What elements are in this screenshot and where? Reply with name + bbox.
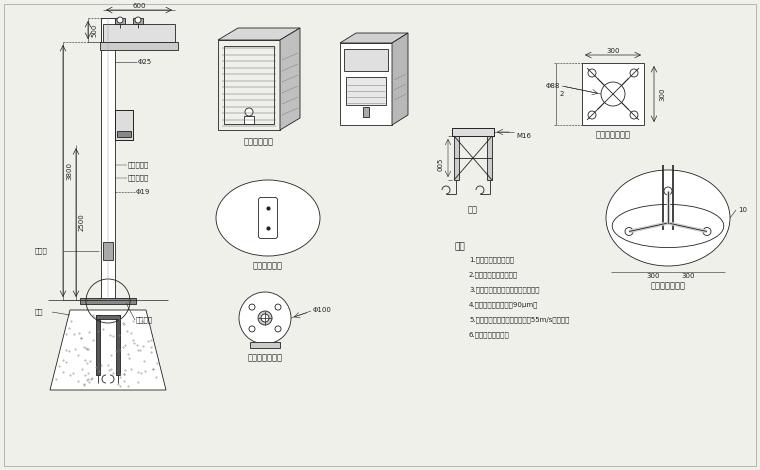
Circle shape (258, 311, 272, 325)
Polygon shape (218, 28, 300, 40)
Bar (100, 42, 178, 50)
Bar (115, 18, 125, 24)
Circle shape (261, 314, 269, 322)
Bar (454, 136, 459, 180)
Text: 300: 300 (646, 273, 660, 279)
Circle shape (630, 111, 638, 119)
Text: 5.立杆、托管和其它部件应能抗55m/s的风速。: 5.立杆、托管和其它部件应能抗55m/s的风速。 (469, 316, 569, 322)
Text: 500: 500 (91, 24, 97, 37)
Circle shape (249, 326, 255, 332)
Bar (117, 131, 131, 137)
Bar (101, 18, 115, 42)
Text: 说明: 说明 (455, 242, 466, 251)
Text: 005: 005 (438, 157, 444, 171)
Circle shape (275, 326, 281, 332)
Text: 维修孔放大图: 维修孔放大图 (253, 261, 283, 271)
Polygon shape (392, 33, 408, 125)
Text: 1.主干为国标僵锶管。: 1.主干为国标僵锶管。 (469, 256, 514, 263)
Text: 4.钙管镇锁锶层厉护为90μm。: 4.钙管镇锁锶层厉护为90μm。 (469, 301, 538, 307)
Bar (487, 136, 492, 180)
Text: 3.喂漆后不再进行任何加工和焊接。: 3.喂漆后不再进行任何加工和焊接。 (469, 286, 540, 293)
Circle shape (117, 17, 123, 23)
Text: 桩机法兰放大图: 桩机法兰放大图 (248, 353, 283, 362)
Bar (218, 40, 280, 130)
Text: Φ88: Φ88 (546, 83, 560, 89)
Bar (363, 107, 369, 117)
Text: 底座法兰放大图: 底座法兰放大图 (651, 282, 686, 290)
Circle shape (249, 304, 255, 310)
Text: 检修孔: 检修孔 (35, 248, 48, 254)
Circle shape (703, 227, 711, 235)
Bar (452, 128, 494, 136)
Text: 300: 300 (681, 273, 695, 279)
Text: 2500: 2500 (79, 214, 85, 232)
Bar (224, 46, 274, 124)
Bar (344, 49, 388, 71)
Text: 地笼: 地笼 (468, 205, 478, 214)
Circle shape (625, 227, 633, 235)
Text: 下层辅杆色: 下层辅杆色 (128, 175, 149, 181)
Text: 底座法兰: 底座法兰 (136, 317, 153, 323)
Bar (103, 24, 175, 42)
Circle shape (275, 304, 281, 310)
Text: 防水箱放大图: 防水箱放大图 (244, 138, 274, 147)
Polygon shape (340, 33, 408, 43)
Text: 600: 600 (132, 3, 146, 9)
Text: 底座法兰正视图: 底座法兰正视图 (596, 131, 631, 140)
Bar (582, 63, 644, 125)
Bar (452, 128, 494, 136)
Text: 3800: 3800 (66, 162, 72, 180)
Polygon shape (280, 28, 300, 130)
Circle shape (239, 292, 291, 344)
Text: 10: 10 (738, 207, 747, 213)
Bar (115, 110, 133, 140)
Text: 300: 300 (659, 87, 665, 101)
FancyBboxPatch shape (258, 197, 277, 238)
Text: 地笼: 地笼 (35, 309, 43, 315)
Circle shape (135, 17, 141, 23)
Circle shape (630, 69, 638, 77)
Text: 2.上下法兰加强箋连接。: 2.上下法兰加强箋连接。 (469, 271, 518, 278)
Ellipse shape (606, 170, 730, 266)
Bar (133, 18, 143, 24)
Circle shape (664, 187, 672, 195)
Circle shape (601, 82, 625, 106)
Text: Φ25: Φ25 (138, 59, 152, 65)
Ellipse shape (216, 180, 320, 256)
Bar (116, 315, 120, 375)
Text: M16: M16 (516, 133, 531, 139)
Circle shape (245, 108, 253, 116)
Bar (244, 116, 254, 124)
Bar (115, 110, 133, 140)
Text: 6.接笼、避雷针可折: 6.接笼、避雷针可折 (469, 331, 510, 337)
Bar (101, 18, 115, 300)
Text: Φ19: Φ19 (136, 189, 150, 195)
Circle shape (588, 111, 596, 119)
Bar (96, 315, 120, 319)
Text: 上层主杆色: 上层主杆色 (128, 162, 149, 168)
Text: 300: 300 (606, 48, 619, 54)
Circle shape (588, 69, 596, 77)
Text: 2: 2 (560, 91, 564, 97)
Bar (80, 298, 136, 304)
Polygon shape (50, 310, 166, 390)
Bar (103, 242, 113, 260)
Bar (96, 315, 100, 375)
Bar (250, 342, 280, 348)
Bar (340, 43, 392, 125)
Text: Φ100: Φ100 (313, 307, 332, 313)
Bar (346, 77, 386, 105)
